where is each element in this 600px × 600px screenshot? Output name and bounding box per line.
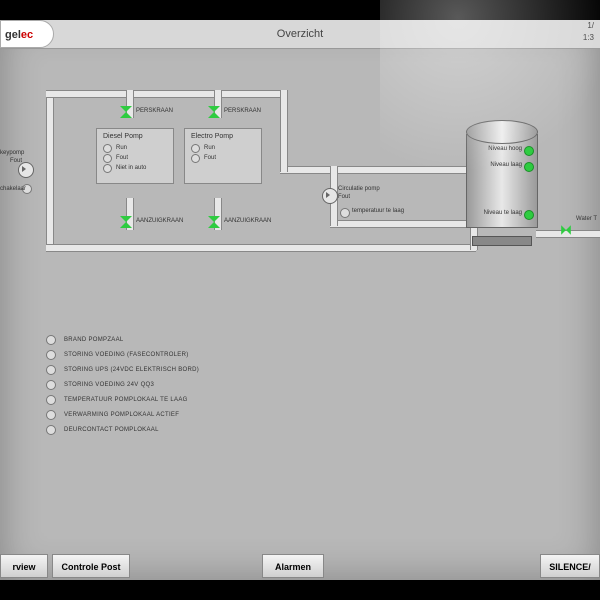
panel-row: Run xyxy=(103,143,167,153)
pipe xyxy=(46,90,286,98)
status-dot xyxy=(103,144,112,153)
pipe xyxy=(330,220,470,228)
alarm-text: BRAND POMPZAAL xyxy=(64,337,124,343)
alarm-dot xyxy=(46,335,56,345)
valve-aanzuigkraan-1[interactable] xyxy=(120,216,132,228)
alarm-row: STORING VOEDING 24V QQ3 xyxy=(46,377,199,392)
panel-electro-title: Electro Pomp xyxy=(191,133,255,140)
panel-row: Fout xyxy=(191,153,255,163)
label-niveau-laag: Niveau laag xyxy=(482,162,522,168)
alarm-dot xyxy=(46,380,56,390)
status-dot xyxy=(191,144,200,153)
jockey-pump-icon[interactable] xyxy=(18,162,34,178)
alarm-row: DEURCONTACT POMPLOKAAL xyxy=(46,422,199,437)
alarm-dot xyxy=(46,410,56,420)
alarmen-button[interactable]: Alarmen xyxy=(262,554,324,578)
circulation-pump-icon[interactable] xyxy=(322,188,338,204)
alarm-text: STORING VOEDING 24V QQ3 xyxy=(64,382,154,388)
panel-row: Run xyxy=(191,143,255,153)
header-bar: gelec Overzicht 1/ 1:3 xyxy=(0,20,600,49)
tablet-frame: gelec Overzicht 1/ 1:3 xyxy=(0,0,600,600)
alarm-dot xyxy=(46,365,56,375)
alarm-dot xyxy=(46,350,56,360)
silence-button[interactable]: SILENCE/ xyxy=(540,554,600,578)
status-dot xyxy=(191,154,200,163)
row-label: Fout xyxy=(204,155,216,161)
label-temp-laag: temperatuur te laag xyxy=(352,208,404,214)
label-niveau-te-laag: Niveau te laag xyxy=(474,210,522,216)
level-ind-hoog xyxy=(524,146,534,156)
alarm-text: TEMPERATUUR POMPLOKAAL TE LAAG xyxy=(64,397,188,403)
level-ind-laag xyxy=(524,162,534,172)
pipe xyxy=(46,244,476,252)
row-label: Run xyxy=(204,145,215,151)
alarm-dot xyxy=(46,425,56,435)
alarm-row: TEMPERATUUR POMPLOKAAL TE LAAG xyxy=(46,392,199,407)
controle-post-button[interactable]: Controle Post xyxy=(52,554,130,578)
time-text: 1:3 xyxy=(583,32,594,44)
label-jockeypomp-fout: Fout xyxy=(10,158,22,164)
valve-perskraan-2[interactable] xyxy=(208,106,220,118)
panel-row: Fout xyxy=(103,153,167,163)
date-text: 1/ xyxy=(583,20,594,32)
button-bar: rview Controle Post Alarmen SILENCE/ xyxy=(0,552,600,580)
alarm-row: BRAND POMPZAAL xyxy=(46,332,199,347)
alarm-text: VERWARMING POMPLOKAAL ACTIEF xyxy=(64,412,179,418)
panel-diesel-title: Diesel Pomp xyxy=(103,133,167,140)
tank xyxy=(466,120,536,240)
status-dot xyxy=(103,164,112,173)
alarm-row: VERWARMING POMPLOKAAL ACTIEF xyxy=(46,407,199,422)
label-aanzuigkraan-1: AANZUIGKRAAN xyxy=(136,218,183,224)
level-ind-te-laag xyxy=(524,210,534,220)
panel-row: Niet in auto xyxy=(103,163,167,173)
label-aanzuigkraan-2: AANZUIGKRAAN xyxy=(224,218,271,224)
label-perskraan-2: PERSKRAAN xyxy=(224,108,261,114)
row-label: Run xyxy=(116,145,127,151)
label-circulatie: Circulatie pomp xyxy=(338,186,380,192)
alarm-text: STORING VOEDING (FASECONTROLER) xyxy=(64,352,189,358)
label-schakelaar: chakelaar xyxy=(0,186,26,192)
alarm-text: DEURCONTACT POMPLOKAAL xyxy=(64,427,159,433)
pipe xyxy=(280,90,288,172)
tank-base xyxy=(472,236,532,246)
page-title: Overzicht xyxy=(0,20,600,48)
row-label: Niet in auto xyxy=(116,165,146,171)
panel-diesel-pomp[interactable]: Diesel Pomp Run Fout Niet in auto xyxy=(96,128,174,184)
alarm-list: BRAND POMPZAAL STORING VOEDING (FASECONT… xyxy=(46,332,199,437)
label-perskraan-1: PERSKRAAN xyxy=(136,108,173,114)
alarm-row: STORING UPS (24VDC ELEKTRISCH BORD) xyxy=(46,362,199,377)
label-jockeypomp: keypomp xyxy=(0,150,24,156)
clock: 1/ 1:3 xyxy=(583,20,594,44)
valve-water-t[interactable] xyxy=(561,225,571,235)
alarm-dot xyxy=(46,395,56,405)
alarm-text: STORING UPS (24VDC ELEKTRISCH BORD) xyxy=(64,367,199,373)
temp-low-ind xyxy=(340,208,350,218)
panel-electro-pomp[interactable]: Electro Pomp Run Fout xyxy=(184,128,262,184)
tank-top xyxy=(466,120,538,144)
label-circulatie-fout: Fout xyxy=(338,194,350,200)
status-dot xyxy=(103,154,112,163)
hmi-screen: gelec Overzicht 1/ 1:3 xyxy=(0,20,600,580)
valve-perskraan-1[interactable] xyxy=(120,106,132,118)
pipe xyxy=(46,90,54,250)
alarm-row: STORING VOEDING (FASECONTROLER) xyxy=(46,347,199,362)
overview-button[interactable]: rview xyxy=(0,554,48,578)
row-label: Fout xyxy=(116,155,128,161)
label-water-t: Water T xyxy=(576,216,597,222)
pipe xyxy=(280,166,466,174)
label-niveau-hoog: Niveau hoog xyxy=(482,146,522,152)
valve-aanzuigkraan-2[interactable] xyxy=(208,216,220,228)
